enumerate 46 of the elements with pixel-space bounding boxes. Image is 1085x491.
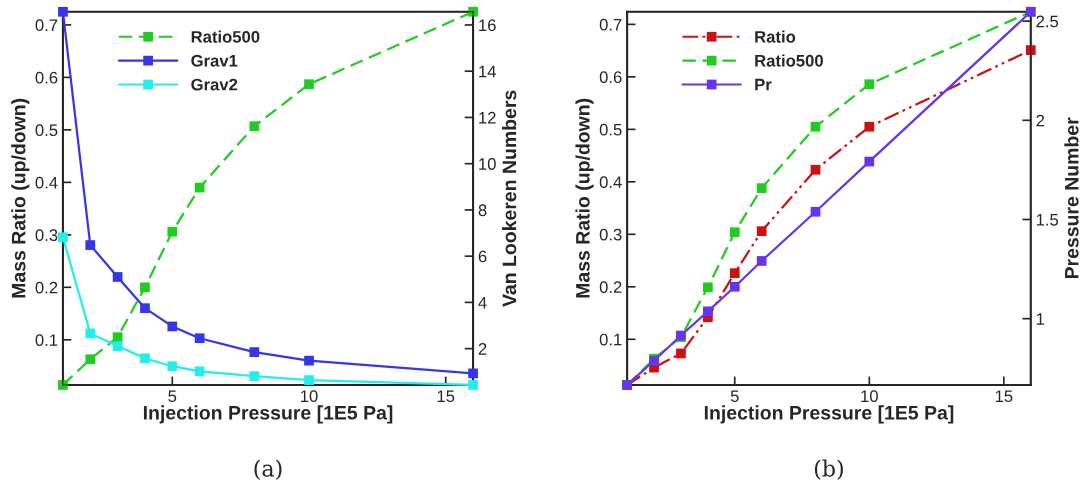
y2-tick-label: 16 — [479, 19, 496, 32]
y-tick-label: 0.3 — [35, 229, 58, 242]
y2-tick-label: 2.5 — [1036, 15, 1059, 28]
y2-tick-label: 1 — [1036, 313, 1045, 325]
y-tick-label: 0.1 — [35, 334, 58, 347]
y-tick-label: 0.3 — [599, 228, 622, 241]
x-axis-title: Injection Pressure [1E5 Pa] — [143, 405, 393, 424]
y2-tick-label: 8 — [478, 204, 487, 217]
y2-tick-label: 2 — [1036, 114, 1045, 127]
y2-tick-label: 12 — [479, 111, 496, 124]
y2-tick-label: 14 — [479, 65, 496, 78]
y-tick-label: 0.1 — [599, 333, 622, 346]
y2-axis-title: Pressure Number — [1064, 117, 1079, 279]
y2-tick-label: 10 — [479, 158, 496, 170]
y-tick-label: 0.4 — [35, 176, 58, 189]
y2-tick-label: 2 — [478, 343, 487, 355]
y-tick-label: 0.7 — [35, 19, 58, 32]
legend-label: Pr — [755, 78, 772, 91]
x-tick-label: 5 — [168, 390, 177, 403]
y-tick-label: 0.2 — [35, 281, 58, 294]
legend-label: Ratio — [755, 30, 796, 43]
legend-label: Grav1 — [191, 54, 238, 67]
x-tick-label: 5 — [730, 390, 739, 403]
y-axis-title: Mass Ratio (up/down) — [11, 98, 30, 298]
y-tick-label: 0.7 — [599, 18, 622, 31]
x-tick-label: 10 — [301, 390, 318, 403]
y-tick-label: 0.6 — [599, 71, 622, 84]
y-axis-title: Mass Ratio (up/down) — [575, 98, 594, 298]
y2-axis-title: Van Lookeren Numbers — [502, 90, 517, 307]
legend-label: Ratio500 — [191, 30, 260, 43]
legend-label: Ratio500 — [755, 54, 823, 67]
text: (a) — [254, 459, 282, 480]
y2-tick-label: 6 — [478, 250, 487, 263]
y-tick-label: 0.6 — [35, 71, 58, 84]
y-tick-label: 0.5 — [35, 124, 58, 137]
x-axis-title: Injection Pressure [1E5 Pa] — [704, 405, 954, 424]
legend-label: Grav2 — [191, 78, 238, 91]
x-tick-label: 15 — [437, 390, 455, 403]
x-tick-label: 10 — [861, 390, 878, 403]
y-tick-label: 0.2 — [599, 281, 622, 293]
text: (b) — [814, 459, 843, 480]
y2-tick-label: 4 — [478, 296, 487, 309]
y-tick-label: 0.5 — [599, 123, 622, 136]
y-tick-label: 0.4 — [599, 176, 622, 189]
y2-tick-label: 1.5 — [1036, 214, 1059, 226]
x-tick-label: 15 — [995, 390, 1013, 403]
